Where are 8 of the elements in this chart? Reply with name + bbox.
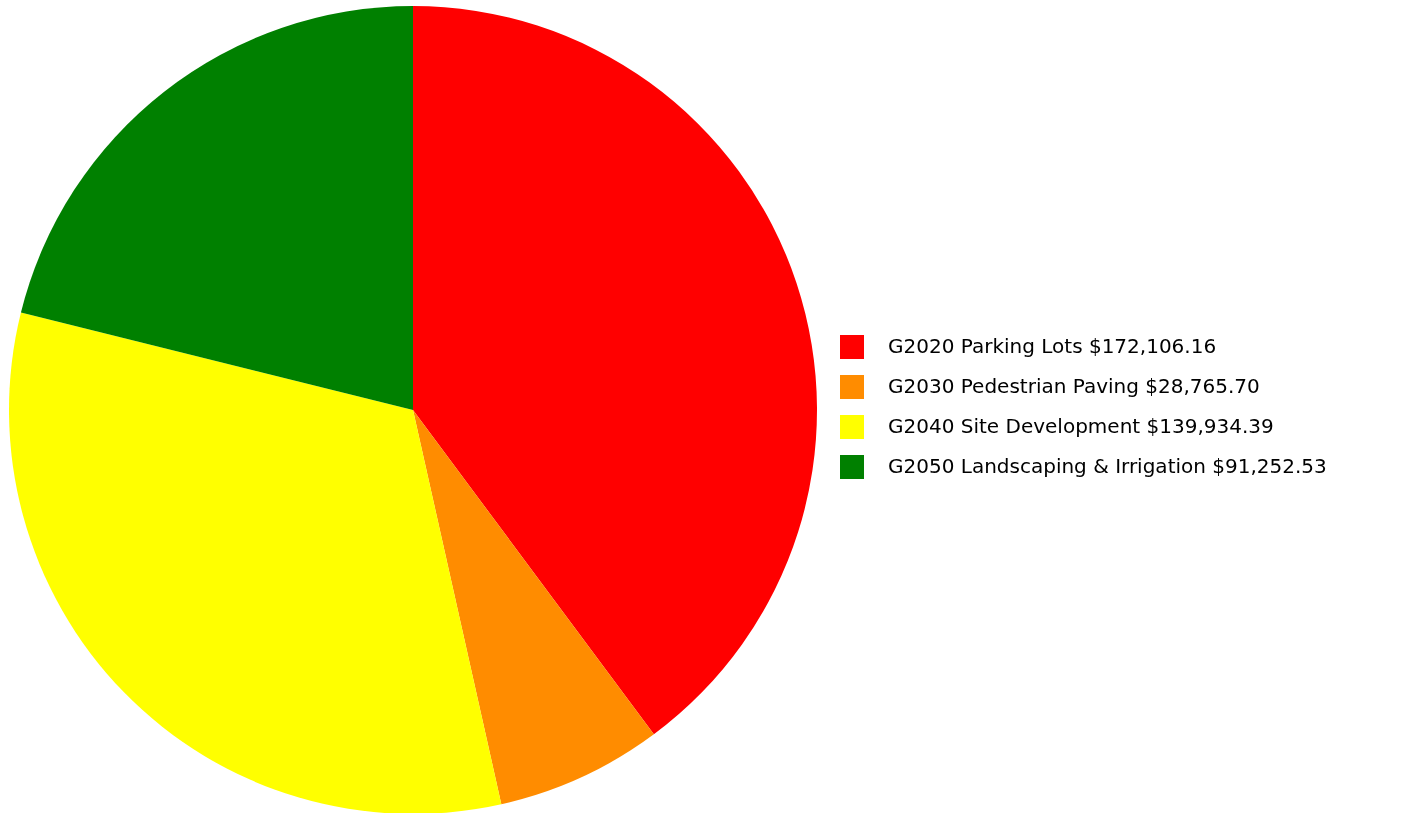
legend-label: G2030 Pedestrian Paving $28,765.70 [888, 374, 1260, 398]
legend-label: G2050 Landscaping & Irrigation $91,252.53 [888, 454, 1327, 478]
pie-slice [413, 410, 654, 805]
legend-label: G2020 Parking Lots $172,106.16 [888, 334, 1217, 358]
pie-slice [9, 312, 502, 813]
legend-label: G2040 Site Development $139,934.39 [888, 414, 1274, 438]
pie-slice [20, 6, 413, 410]
pie-slice [413, 6, 817, 735]
